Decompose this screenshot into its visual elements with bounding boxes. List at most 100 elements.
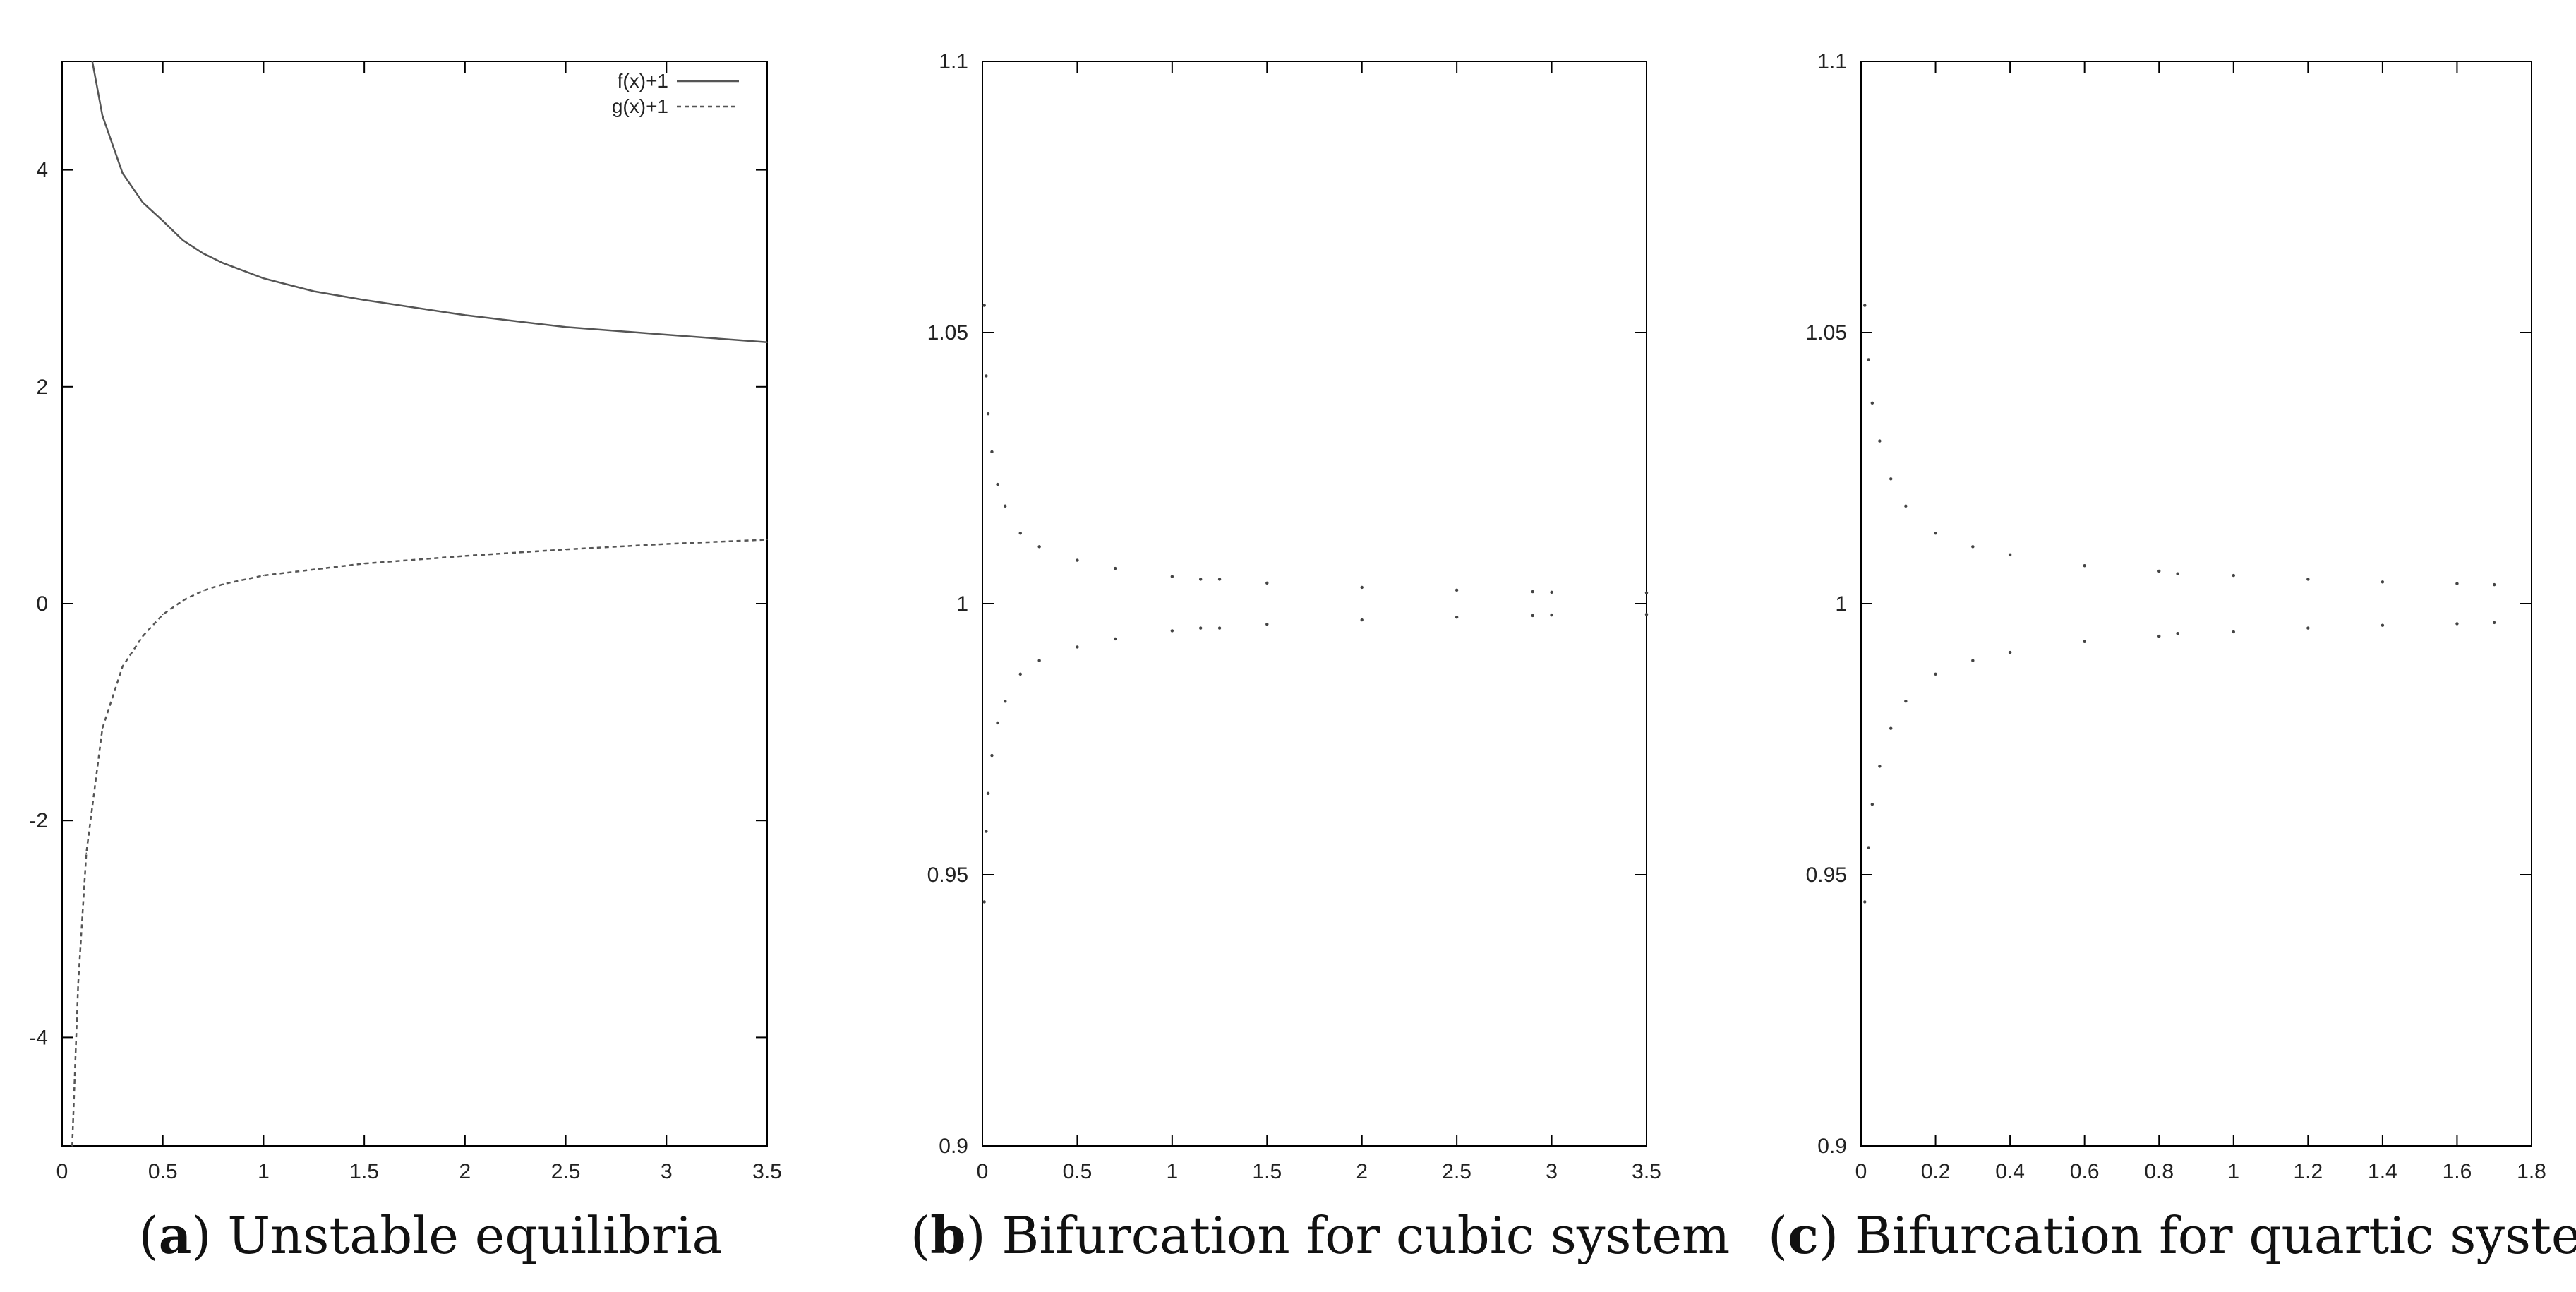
legend-label: g(x)+1 <box>612 95 668 117</box>
x-tick-label: 0.5 <box>148 1160 178 1183</box>
caption-a: (a) Unstable equilibria <box>42 1193 819 1278</box>
chart-3: 0 0.2 0.4 0.6 0.8 1 1.2 1.4 1.6 1.8 0.9 0.95 1 1.05 1.… <box>1806 50 2546 1183</box>
y-tick-label: 1 <box>956 592 968 616</box>
legend-label: f(x)+1 <box>618 70 668 92</box>
x-tick-label: 0.4 <box>1995 1160 2025 1183</box>
y-tick-label: 2 <box>36 376 48 399</box>
x-tick-label: 3 <box>661 1160 673 1183</box>
scatter-point <box>2493 621 2496 625</box>
x-tick-label: 1 <box>1167 1160 1179 1183</box>
scatter-point <box>2232 630 2235 634</box>
y-tick-label: -2 <box>29 809 48 832</box>
scatter-point <box>1878 439 1882 443</box>
scatter-point <box>1904 700 1908 703</box>
scatter-point <box>1878 765 1882 768</box>
scatter-point <box>1360 585 1364 590</box>
y-tick-label: 1 <box>1835 592 1847 616</box>
scatter-point <box>2176 632 2179 635</box>
y-tick-label: 0.9 <box>939 1135 968 1158</box>
scatter-point <box>990 450 994 454</box>
x-tick-label: 0.8 <box>2144 1160 2174 1183</box>
scatter-point <box>990 753 994 758</box>
x-tick-label: 2.5 <box>1442 1160 1471 1183</box>
y-tick-label: 4 <box>36 159 48 182</box>
y-tick-label: 0.9 <box>1817 1135 1847 1158</box>
legend: f(x)+1 g(x)+1 <box>612 70 739 117</box>
x-tick-label: 3.5 <box>752 1160 782 1183</box>
caption-b-open: ( <box>910 1206 931 1265</box>
y-tick-label: 1.05 <box>927 321 968 345</box>
scatter-point <box>1531 614 1534 618</box>
scatter-point <box>986 412 990 416</box>
series-point <box>363 299 365 301</box>
series-point <box>464 555 466 557</box>
scatter-point <box>2381 580 2385 584</box>
x-tick-label: 0 <box>1855 1160 1867 1183</box>
scatter-point <box>1037 545 1041 549</box>
y-tick-label: 1.1 <box>1817 50 1847 73</box>
series-line-2 <box>71 539 768 1147</box>
y-tick-label: 1.05 <box>1806 321 1847 345</box>
scatter-point <box>1114 637 1117 641</box>
x-tick-label: 1.5 <box>1252 1160 1282 1183</box>
series-point <box>142 201 143 203</box>
series-point <box>666 543 668 545</box>
x-tick-label: 0.6 <box>2070 1160 2100 1183</box>
y-tick-label: -4 <box>29 1026 48 1049</box>
chart-1: 0 0.5 1 1.5 2 2.5 3 3.5 -4 -2 0 2 4 f(x)+1 g(x)+1 <box>29 61 782 1183</box>
scatter-point <box>1004 700 1007 703</box>
series-point <box>464 314 466 316</box>
caption-c-text: ) Bifurcation for quartic system <box>1818 1206 2576 1265</box>
scatter-point <box>1198 626 1203 630</box>
series-point <box>203 253 204 254</box>
x-tick-label: 2 <box>459 1160 471 1183</box>
scatter-point <box>1889 477 1893 481</box>
series-point <box>162 614 164 616</box>
scatter-point <box>1455 588 1459 592</box>
plot-frame <box>982 61 1647 1147</box>
x-tick-label: 1.2 <box>2293 1160 2323 1183</box>
scatter-point <box>1170 575 1174 578</box>
scatter-point <box>2008 553 2012 557</box>
scatter-point <box>1455 616 1459 619</box>
caption-a-text: ) Unstable equilibria <box>191 1206 723 1265</box>
series-point <box>121 172 124 174</box>
scatter-point <box>2381 623 2385 627</box>
scatter-point <box>1076 558 1079 562</box>
scatter-point <box>2455 622 2459 626</box>
scatter-point <box>2493 582 2496 587</box>
scatter-point <box>1037 659 1041 662</box>
scatter-point <box>1265 622 1269 626</box>
series-point <box>666 334 668 335</box>
series-point <box>263 575 265 576</box>
series-point <box>313 290 315 292</box>
series-point <box>182 239 184 241</box>
x-tick-label: 3.5 <box>1632 1160 1661 1183</box>
scatter-point <box>1971 545 1975 549</box>
scatter-point <box>985 374 988 378</box>
scatter-point <box>2232 573 2235 578</box>
series-point <box>102 727 103 729</box>
scatter-point <box>1265 581 1269 585</box>
scatter-point <box>1198 578 1203 581</box>
x-tick-label: 3 <box>1546 1160 1558 1183</box>
scatter-point <box>1863 900 1867 904</box>
y-tick-label: 0.95 <box>927 863 968 887</box>
series-point <box>565 326 567 328</box>
scatter-point <box>1971 659 1975 662</box>
series-point <box>182 599 184 602</box>
x-tick-label: 2 <box>1356 1160 1368 1183</box>
scatter-point <box>2157 634 2161 638</box>
scatter-point <box>982 304 986 307</box>
scatter-point <box>1870 401 1874 405</box>
scatter-point <box>1114 566 1117 570</box>
x-tick-label: 1.5 <box>349 1160 379 1183</box>
series-point <box>71 1145 73 1147</box>
scatter-point <box>2176 572 2179 575</box>
scatter-point <box>1004 504 1007 508</box>
plot-frame <box>61 61 768 1147</box>
scatter-point <box>1867 846 1870 849</box>
scatter-point <box>985 830 988 833</box>
caption-c: (c) Bifurcation for quartic system <box>1768 1193 2576 1278</box>
